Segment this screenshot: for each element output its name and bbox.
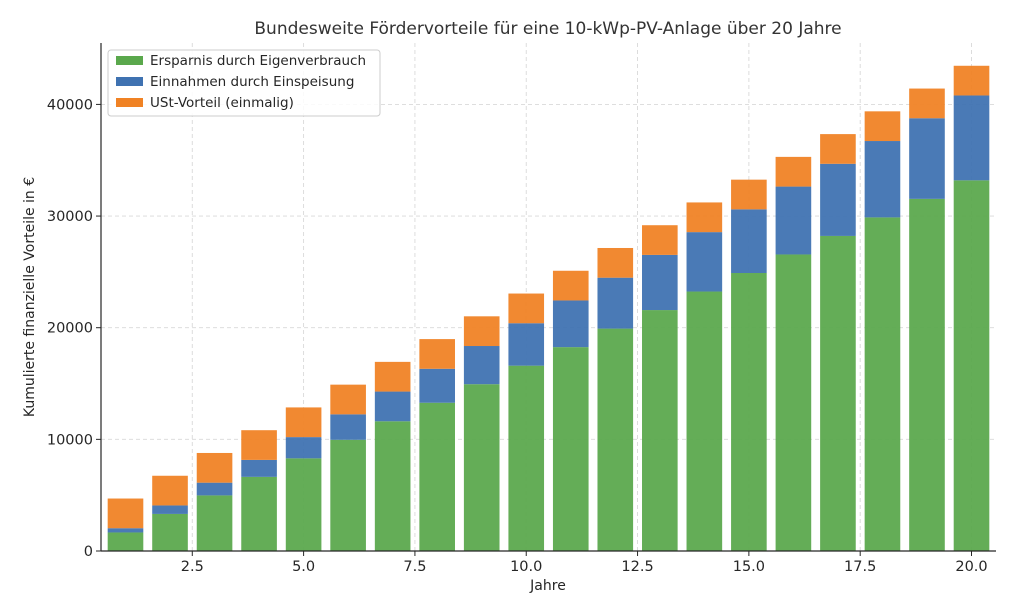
- bar-ust-vorteil-year-4: [241, 430, 277, 460]
- bar-ust-vorteil-year-7: [374, 361, 411, 392]
- bar-einspeisung-year-15: [731, 209, 767, 273]
- y-tick-label-0: 0: [84, 544, 93, 560]
- bar-einspeisung-year-16: [775, 186, 812, 255]
- bar-einspeisung-year-8: [419, 368, 455, 403]
- bar-ust-vorteil-year-10: [508, 293, 545, 324]
- y-axis-label: Kumulierte finanzielle Vorteile in €: [22, 177, 38, 417]
- legend-item-einspeisung: Einnahmen durch Einspeisung: [116, 74, 354, 90]
- bar-eigenverbrauch-year-15: [731, 272, 767, 551]
- bars-layer: [107, 65, 990, 552]
- bar-eigenverbrauch-year-2: [152, 513, 188, 551]
- bar-einspeisung-year-19: [909, 118, 945, 199]
- bar-ust-vorteil-year-6: [330, 384, 366, 415]
- x-tick-label-0: 2.5: [181, 559, 204, 575]
- bar-ust-vorteil-year-9: [463, 316, 500, 347]
- legend-label-einspeisung: Einnahmen durch Einspeisung: [150, 74, 354, 90]
- bar-ust-vorteil-year-15: [731, 179, 767, 210]
- chart-title: Bundesweite Fördervorteile für eine 10-k…: [254, 19, 841, 39]
- bar-ust-vorteil-year-1: [107, 498, 144, 529]
- legend-swatch-ust-vorteil: [116, 98, 143, 107]
- bar-eigenverbrauch-year-16: [775, 254, 812, 551]
- x-tick-label-3: 10.0: [510, 559, 542, 575]
- bar-einspeisung-year-7: [374, 391, 411, 422]
- x-tick-label-4: 12.5: [621, 559, 653, 575]
- bar-eigenverbrauch-year-7: [374, 421, 411, 551]
- bar-eigenverbrauch-year-4: [241, 476, 277, 551]
- x-tick-label-1: 5.0: [292, 559, 315, 575]
- bar-eigenverbrauch-year-8: [419, 402, 455, 551]
- legend-item-eigenverbrauch: Ersparnis durch Eigenverbrauch: [116, 53, 366, 69]
- bar-ust-vorteil-year-11: [552, 270, 589, 301]
- bar-einspeisung-year-9: [463, 346, 500, 385]
- bar-eigenverbrauch-year-13: [642, 310, 678, 551]
- bar-eigenverbrauch-year-19: [909, 198, 945, 552]
- y-tick-label-1: 10000: [47, 432, 93, 448]
- bar-ust-vorteil-year-5: [285, 407, 322, 438]
- bar-eigenverbrauch-year-5: [285, 458, 322, 551]
- bar-ust-vorteil-year-8: [419, 339, 455, 369]
- bar-ust-vorteil-year-14: [686, 202, 723, 233]
- bar-einspeisung-year-11: [552, 300, 589, 348]
- bar-ust-vorteil-year-13: [642, 225, 678, 255]
- bar-ust-vorteil-year-3: [196, 452, 233, 483]
- bar-eigenverbrauch-year-14: [686, 291, 723, 551]
- bar-eigenverbrauch-year-12: [597, 328, 634, 551]
- legend-swatch-eigenverbrauch: [116, 56, 143, 65]
- bar-ust-vorteil-year-17: [820, 134, 856, 164]
- bar-einspeisung-year-13: [642, 254, 678, 311]
- bar-eigenverbrauch-year-18: [864, 217, 901, 552]
- y-tick-label-4: 40000: [47, 97, 93, 113]
- bar-eigenverbrauch-year-6: [330, 439, 366, 551]
- bar-einspeisung-year-6: [330, 414, 366, 440]
- bar-eigenverbrauch-year-3: [196, 495, 233, 551]
- y-tick-label-3: 30000: [47, 209, 93, 225]
- bar-einspeisung-year-1: [107, 528, 144, 533]
- bar-einspeisung-year-17: [820, 163, 856, 236]
- bar-eigenverbrauch-year-1: [107, 532, 144, 551]
- bar-einspeisung-year-4: [241, 459, 277, 477]
- legend-box: [107, 49, 381, 117]
- bar-ust-vorteil-year-20: [953, 65, 990, 96]
- legend-label-eigenverbrauch: Ersparnis durch Eigenverbrauch: [150, 53, 366, 69]
- y-tick-label-2: 20000: [47, 321, 93, 337]
- bar-einspeisung-year-12: [597, 277, 634, 329]
- bar-ust-vorteil-year-19: [909, 88, 945, 119]
- bar-ust-vorteil-year-18: [864, 111, 901, 142]
- x-tick-label-5: 15.0: [733, 559, 765, 575]
- legend-label-ust-vorteil: USt-Vorteil (einmalig): [150, 95, 294, 111]
- bar-einspeisung-year-3: [196, 482, 233, 496]
- legend-swatch-einspeisung: [116, 77, 143, 86]
- x-tick-label-7: 20.0: [955, 559, 987, 575]
- x-tick-label-2: 7.5: [403, 559, 426, 575]
- bar-ust-vorteil-year-16: [775, 156, 812, 187]
- axes-layer: [100, 43, 996, 552]
- bar-einspeisung-year-20: [953, 95, 990, 181]
- bar-einspeisung-year-5: [285, 437, 322, 459]
- bar-einspeisung-year-2: [152, 505, 188, 514]
- bar-einspeisung-year-18: [864, 141, 901, 218]
- grid-layer: [101, 43, 996, 552]
- bar-eigenverbrauch-year-10: [508, 365, 545, 551]
- x-axis-label: Jahre: [529, 578, 566, 594]
- x-tick-label-6: 17.5: [844, 559, 876, 575]
- bar-einspeisung-year-14: [686, 232, 723, 292]
- ticks-layer: 0 10000 20000 30000 40000 2.5 5.0 7.5 10.0 12.5 15…: [47, 97, 988, 575]
- bar-ust-vorteil-year-2: [152, 475, 188, 506]
- bar-einspeisung-year-10: [508, 323, 545, 366]
- bar-eigenverbrauch-year-11: [552, 347, 589, 551]
- bar-ust-vorteil-year-12: [597, 247, 634, 278]
- bar-eigenverbrauch-year-20: [953, 180, 990, 552]
- bar-eigenverbrauch-year-9: [463, 384, 500, 551]
- legend-item-ust-vorteil: USt-Vorteil (einmalig): [116, 95, 294, 111]
- legend: Ersparnis durch Eigenverbrauch Einnahmen…: [107, 49, 381, 117]
- bar-eigenverbrauch-year-17: [820, 235, 856, 551]
